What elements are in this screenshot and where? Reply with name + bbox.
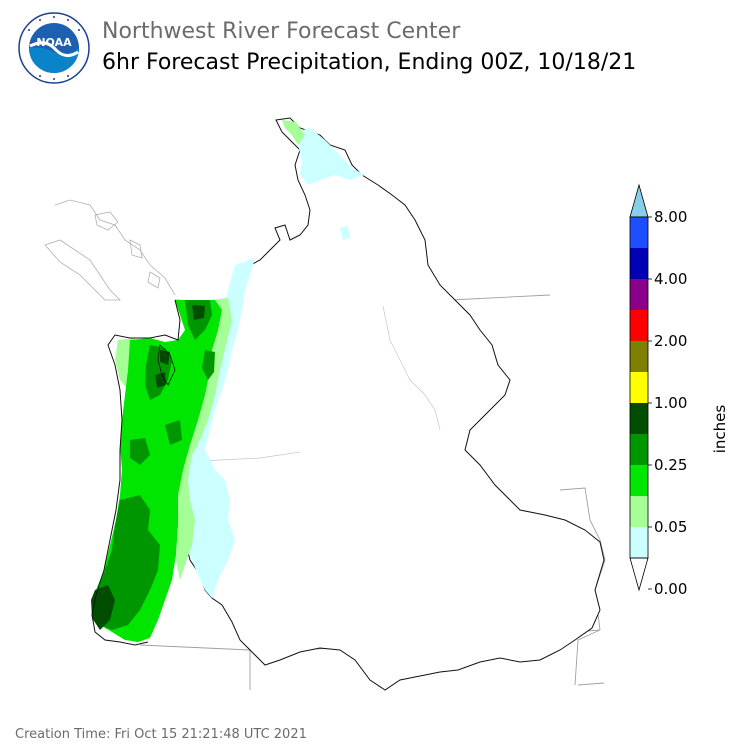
colorbar-segment	[630, 341, 648, 372]
colorbar-segment	[630, 310, 648, 341]
colorbar-segment	[630, 496, 648, 527]
precip-dark-green	[91, 305, 205, 630]
colorbar-segment	[630, 403, 648, 434]
colorbar-tick-label: 2.00	[654, 332, 687, 350]
creation-time: Creation Time: Fri Oct 15 21:21:48 UTC 2…	[15, 727, 307, 742]
puget-sound-outline	[157, 344, 176, 386]
noaa-logo-text: NOAA	[36, 36, 72, 49]
colorbar-unit-label: inches	[711, 404, 729, 454]
colorbar-segment	[630, 279, 648, 310]
colorbar-segment	[630, 372, 648, 403]
colorbar-segment	[630, 434, 648, 465]
canada-coastline	[44, 199, 176, 301]
colorbar-outline	[629, 216, 649, 559]
colorbar-top-arrow	[629, 183, 649, 218]
noaa-logo: NOAA	[18, 12, 90, 84]
colorbar-tick-label: 0.05	[654, 518, 687, 536]
colorbar-tick-label: 1.00	[654, 394, 687, 412]
colorbar-labels: 8.00 4.00 2.00 1.00 0.25 0.05 0.00	[648, 208, 687, 598]
colorbar-tick-label: 8.00	[654, 208, 687, 226]
colorbar-segment	[630, 248, 648, 279]
precip-light-cyan	[182, 128, 365, 598]
chart-title: Northwest River Forecast Center	[102, 19, 461, 44]
logo-ring-dots	[28, 16, 80, 80]
colorbar-bottom-arrow	[629, 557, 649, 592]
colorbar-segments	[629, 183, 649, 592]
colorbar-tick-label: 4.00	[654, 270, 687, 288]
pacific-coastline	[91, 299, 181, 646]
colorbar-segment	[630, 527, 648, 558]
precipitation-colorbar: 8.00 4.00 2.00 1.00 0.25 0.05 0.00	[629, 183, 687, 598]
colorbar-tick-label: 0.25	[654, 456, 687, 474]
colorbar-tick-label: 0.00	[654, 580, 687, 598]
colorbar-segment	[630, 217, 648, 248]
columbia-basin-outline	[177, 117, 605, 691]
colorbar-segment	[630, 465, 648, 496]
chart-subtitle: 6hr Forecast Precipitation, Ending 00Z, …	[102, 50, 637, 75]
